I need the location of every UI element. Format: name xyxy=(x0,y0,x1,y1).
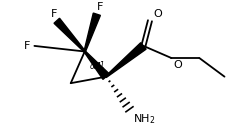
Text: F: F xyxy=(51,9,57,19)
Text: F: F xyxy=(96,2,103,12)
Polygon shape xyxy=(84,51,109,79)
Text: NH$_2$: NH$_2$ xyxy=(133,112,156,126)
Text: O: O xyxy=(173,60,182,70)
Text: or1: or1 xyxy=(92,61,105,70)
Polygon shape xyxy=(84,13,100,52)
Polygon shape xyxy=(106,43,146,77)
Polygon shape xyxy=(54,18,85,52)
Text: or1: or1 xyxy=(90,62,102,71)
Text: F: F xyxy=(23,41,30,51)
Text: O: O xyxy=(154,9,163,19)
